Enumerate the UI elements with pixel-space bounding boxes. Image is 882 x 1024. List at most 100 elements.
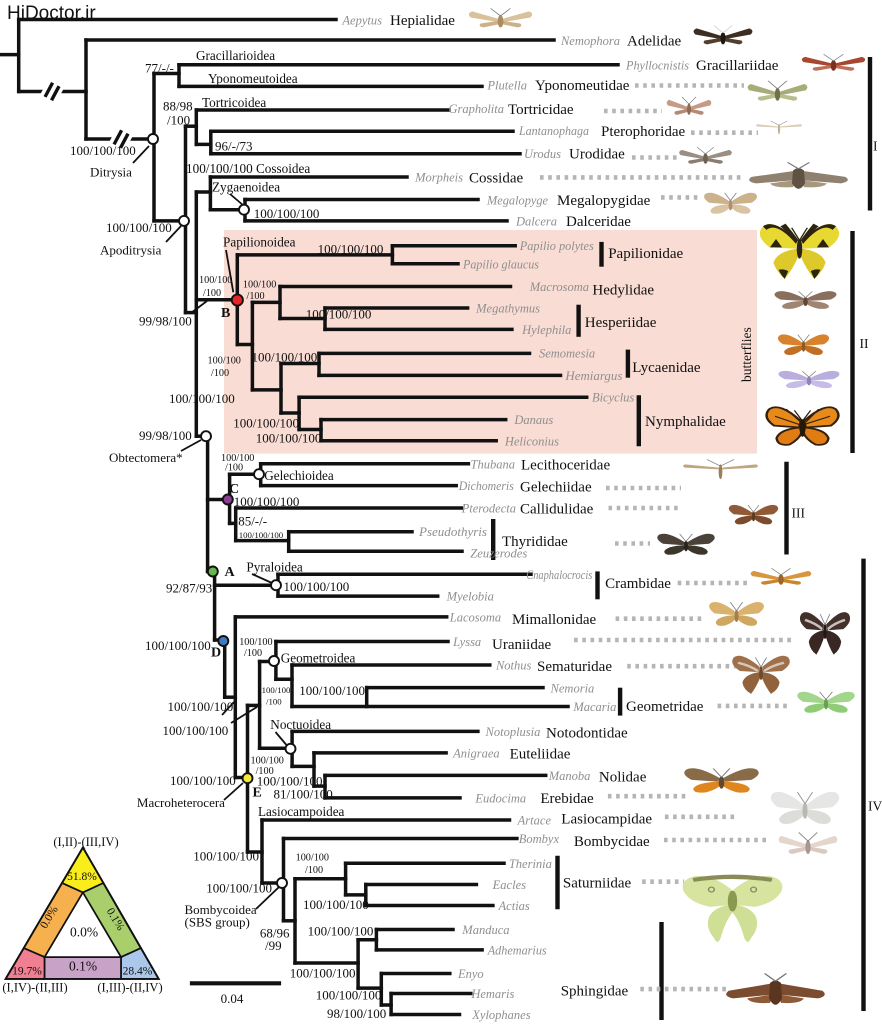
svg-text:Bombyx: Bombyx	[519, 832, 560, 846]
svg-text:Apoditrysia: Apoditrysia	[100, 243, 162, 258]
svg-text:100/100: 100/100	[208, 356, 241, 367]
svg-text:Nemophora: Nemophora	[560, 34, 620, 48]
svg-text:100/100/100: 100/100/100	[168, 699, 234, 714]
svg-text:100/100/100: 100/100/100	[257, 774, 323, 789]
svg-text:Euteliidae: Euteliidae	[510, 746, 571, 762]
svg-text:100/100: 100/100	[251, 755, 284, 766]
svg-text:/99: /99	[265, 938, 282, 953]
svg-text:96/-/73: 96/-/73	[215, 139, 253, 154]
svg-text:Papilio polytes: Papilio polytes	[519, 239, 594, 253]
svg-text:Manduca: Manduca	[461, 923, 509, 937]
svg-text:Hemiargus: Hemiargus	[564, 369, 622, 383]
svg-text:Semomesia: Semomesia	[539, 347, 595, 361]
svg-text:Urodidae: Urodidae	[569, 146, 625, 162]
svg-text:/100: /100	[211, 368, 229, 379]
svg-text:III: III	[792, 506, 806, 521]
svg-text:Pterophoridae: Pterophoridae	[601, 124, 685, 140]
svg-text:Aepytus: Aepytus	[341, 13, 382, 27]
svg-text:Obtectomera*: Obtectomera*	[109, 450, 183, 465]
svg-text:Urodus: Urodus	[524, 147, 561, 161]
svg-text:Anigraea: Anigraea	[452, 746, 500, 760]
svg-text:Lecithoceridae: Lecithoceridae	[521, 457, 610, 473]
svg-text:100/100/100: 100/100/100	[239, 530, 284, 540]
svg-text:Adhemarius: Adhemarius	[487, 943, 547, 957]
svg-text:/100: /100	[167, 113, 190, 128]
svg-text:Lantanophaga: Lantanophaga	[518, 124, 589, 138]
svg-text:Xylophanes: Xylophanes	[471, 1008, 530, 1022]
svg-text:100/100/100: 100/100/100	[70, 143, 136, 158]
svg-text:Gracillariidae: Gracillariidae	[696, 58, 779, 74]
svg-text:Papilionidae: Papilionidae	[608, 246, 683, 262]
svg-text:Dichomeris: Dichomeris	[458, 479, 514, 493]
svg-text:100/100/100: 100/100/100	[299, 683, 365, 698]
svg-text:Callidulidae: Callidulidae	[520, 502, 594, 518]
svg-text:Notodontidae: Notodontidae	[546, 725, 628, 741]
svg-text:100/100: 100/100	[243, 280, 276, 291]
svg-text:Yponomeutidae: Yponomeutidae	[535, 78, 630, 94]
svg-text:Danaus: Danaus	[513, 413, 553, 427]
svg-text:99/98/100: 99/98/100	[139, 428, 192, 443]
svg-text:Phyllocnistis: Phyllocnistis	[625, 59, 689, 73]
svg-text:88/98: 88/98	[163, 99, 193, 114]
svg-text:Megathymus: Megathymus	[475, 301, 540, 315]
svg-text:Erebidae: Erebidae	[540, 791, 594, 807]
svg-text:Manoba: Manoba	[548, 769, 591, 783]
svg-text:Thubana: Thubana	[471, 457, 515, 471]
svg-text:E: E	[253, 786, 262, 801]
svg-text:Yponomeutoidea: Yponomeutoidea	[208, 71, 298, 86]
svg-text:51.8%: 51.8%	[67, 871, 97, 883]
svg-text:Nolidae: Nolidae	[599, 769, 647, 785]
svg-text:Cnaphalocrocis: Cnaphalocrocis	[526, 568, 592, 582]
svg-text:100/100/100: 100/100/100	[308, 924, 374, 939]
svg-text:Megalopygidae: Megalopygidae	[557, 193, 651, 209]
svg-text:C: C	[229, 482, 239, 497]
svg-text:68/96: 68/96	[260, 925, 290, 940]
svg-text:(SBS group): (SBS group)	[185, 915, 250, 930]
svg-text:Zeuzerodes: Zeuzerodes	[470, 547, 527, 561]
svg-text:Dalcera: Dalcera	[515, 215, 557, 229]
svg-text:Notoplusia: Notoplusia	[485, 725, 541, 739]
svg-text:28.4%: 28.4%	[123, 966, 153, 978]
svg-text:Artace: Artace	[517, 814, 552, 828]
svg-text:100/100/100: 100/100/100	[256, 431, 322, 446]
svg-text:/100: /100	[247, 291, 265, 302]
svg-text:Zygaenoidea: Zygaenoidea	[212, 180, 280, 195]
svg-text:Nothus: Nothus	[495, 658, 532, 672]
svg-text:II: II	[860, 336, 869, 351]
svg-text:Lyssa: Lyssa	[452, 635, 481, 649]
svg-text:Heliconius: Heliconius	[504, 435, 559, 449]
svg-text:(I,II)-(III,IV): (I,II)-(III,IV)	[53, 835, 118, 849]
svg-text:Tortricoidea: Tortricoidea	[202, 95, 266, 110]
svg-text:IV: IV	[868, 799, 882, 814]
svg-text:Morpheis: Morpheis	[414, 171, 463, 185]
svg-text:Grapholita: Grapholita	[448, 102, 504, 116]
svg-text:100/100/100: 100/100/100	[233, 415, 299, 430]
svg-text:Ditrysia: Ditrysia	[90, 165, 132, 180]
svg-text:Actias: Actias	[498, 899, 530, 913]
svg-text:81/100/100: 81/100/100	[274, 787, 333, 802]
svg-text:Plutella: Plutella	[486, 78, 527, 92]
svg-text:Gelechioidea: Gelechioidea	[264, 468, 334, 483]
svg-text:Geometridae: Geometridae	[626, 699, 704, 715]
svg-text:/100: /100	[305, 865, 323, 876]
svg-text:Sematuridae: Sematuridae	[537, 659, 612, 675]
svg-text:100/100/100: 100/100/100	[290, 966, 356, 981]
svg-text:100/100: 100/100	[296, 853, 329, 864]
svg-text:Pseudothyris: Pseudothyris	[418, 525, 487, 539]
svg-text:100/100: 100/100	[239, 637, 272, 648]
svg-text:Eacles: Eacles	[492, 878, 526, 892]
svg-text:Myelobia: Myelobia	[446, 590, 494, 604]
svg-text:/100: /100	[266, 697, 282, 707]
svg-text:Cossidae: Cossidae	[469, 170, 524, 186]
svg-text:92/87/93: 92/87/93	[166, 581, 212, 596]
svg-text:Nymphalidae: Nymphalidae	[645, 414, 726, 430]
svg-text:98/100/100: 98/100/100	[327, 1006, 386, 1021]
svg-text:Hylephila: Hylephila	[521, 323, 571, 337]
svg-text:Papilio glaucus: Papilio glaucus	[462, 257, 539, 271]
svg-text:A: A	[225, 565, 236, 580]
svg-text:0.1%: 0.1%	[69, 959, 97, 974]
svg-text:Hemaris: Hemaris	[470, 987, 514, 1001]
svg-text:85/-/-: 85/-/-	[238, 513, 267, 528]
svg-text:Nemoria: Nemoria	[550, 681, 595, 695]
svg-text:Lasiocampidae: Lasiocampidae	[561, 811, 652, 827]
